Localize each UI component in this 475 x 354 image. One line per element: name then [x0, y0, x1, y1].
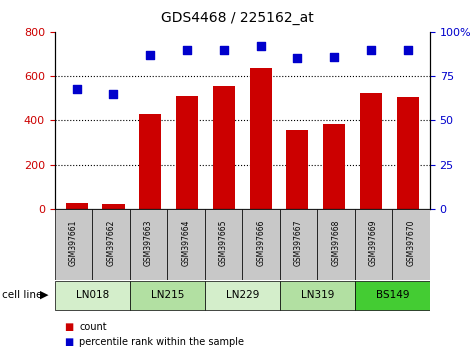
Bar [355, 281, 430, 310]
Bar [317, 209, 355, 280]
Bar [280, 281, 355, 310]
Bar [139, 114, 162, 209]
Text: LN215: LN215 [151, 290, 184, 300]
Bar [92, 209, 130, 280]
Text: GSM397668: GSM397668 [332, 219, 341, 266]
Text: GDS4468 / 225162_at: GDS4468 / 225162_at [161, 11, 314, 25]
Point [146, 52, 154, 58]
Bar [249, 68, 272, 209]
Text: GSM397669: GSM397669 [369, 219, 378, 266]
Point [404, 47, 412, 52]
Point [110, 91, 117, 97]
Bar [397, 97, 419, 209]
Text: GSM397664: GSM397664 [181, 219, 190, 266]
Text: ■: ■ [64, 322, 73, 332]
Text: GSM397661: GSM397661 [69, 219, 78, 266]
Bar [130, 209, 167, 280]
Text: GSM397667: GSM397667 [294, 219, 303, 266]
Text: BS149: BS149 [376, 290, 409, 300]
Text: LN229: LN229 [226, 290, 259, 300]
Point [73, 86, 80, 91]
Text: LN018: LN018 [76, 290, 109, 300]
Bar [355, 209, 392, 280]
Text: GSM397663: GSM397663 [144, 219, 153, 266]
Text: GSM397670: GSM397670 [407, 219, 416, 266]
Text: GSM397665: GSM397665 [219, 219, 228, 266]
Bar [176, 96, 198, 209]
Bar [55, 281, 130, 310]
Bar [167, 209, 205, 280]
Text: LN319: LN319 [301, 290, 334, 300]
Bar [213, 86, 235, 209]
Bar [55, 209, 92, 280]
Bar [130, 281, 205, 310]
Point [367, 47, 375, 52]
Bar [103, 205, 124, 209]
Bar [205, 209, 242, 280]
Bar [360, 93, 382, 209]
Point [220, 47, 228, 52]
Point [257, 43, 265, 49]
Text: percentile rank within the sample: percentile rank within the sample [79, 337, 244, 347]
Text: GSM397666: GSM397666 [256, 219, 266, 266]
Bar [66, 203, 88, 209]
Text: count: count [79, 322, 107, 332]
Text: ■: ■ [64, 337, 73, 347]
Bar [280, 209, 317, 280]
Point [294, 56, 301, 61]
Point [331, 54, 338, 59]
Bar [286, 130, 308, 209]
Bar [242, 209, 280, 280]
Point [183, 47, 191, 52]
Bar [323, 124, 345, 209]
Bar [205, 281, 280, 310]
Text: ▶: ▶ [40, 290, 48, 300]
Text: cell line: cell line [2, 290, 43, 300]
Bar [392, 209, 430, 280]
Text: GSM397662: GSM397662 [106, 219, 115, 266]
